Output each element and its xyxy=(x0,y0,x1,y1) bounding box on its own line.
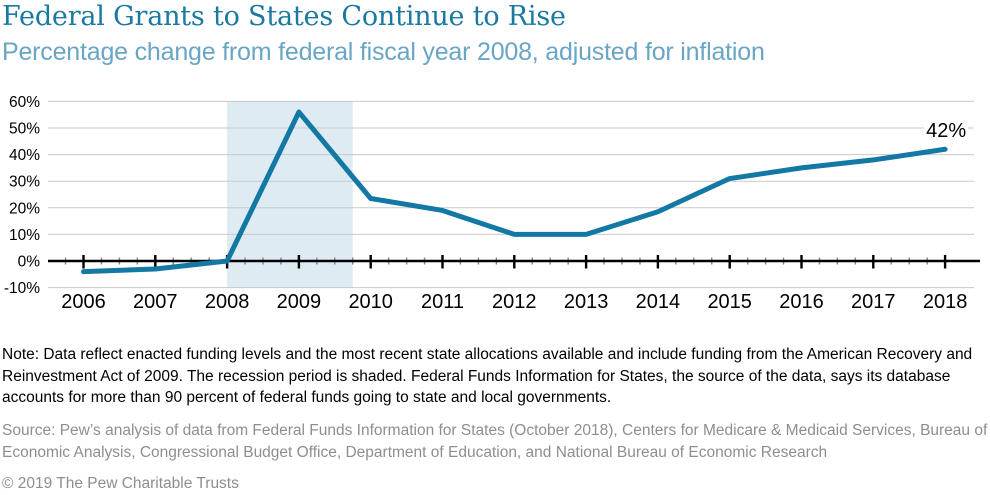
y-tick-label: 50% xyxy=(9,121,40,138)
line-chart: 60% 50% 40% 30% 20% 10% 0% -10% 2006 2007 2008 2009… xyxy=(0,88,990,323)
x-tick-label: 2017 xyxy=(851,291,896,313)
y-tick-label: 60% xyxy=(9,94,40,111)
x-tick-label: 2014 xyxy=(636,291,681,313)
x-tick-label: 2016 xyxy=(779,291,824,313)
chart-title: Federal Grants to States Continue to Ris… xyxy=(2,1,566,32)
y-tick-label: 30% xyxy=(9,174,40,191)
x-tick-label: 2009 xyxy=(277,291,322,313)
end-label-background xyxy=(924,118,969,142)
x-tick-label: 2011 xyxy=(421,291,464,313)
x-tick-label: 2013 xyxy=(564,291,609,313)
chart-canvas: 60% 50% 40% 30% 20% 10% 0% -10% 2006 2007 2008 2009… xyxy=(4,94,980,313)
chart-subtitle: Percentage change from federal fiscal ye… xyxy=(2,38,765,66)
x-tick-label: 2006 xyxy=(61,291,106,313)
y-tick-label: -10% xyxy=(4,280,40,297)
data-line xyxy=(81,109,948,275)
x-tick-label: 2018 xyxy=(923,291,968,313)
x-tick-label: 2012 xyxy=(492,291,537,313)
note-text: Note: Data reflect enacted funding level… xyxy=(2,346,973,406)
x-tick-label: 2007 xyxy=(133,291,178,313)
x-tick-label: 2015 xyxy=(707,291,752,313)
end-value-label: 42% xyxy=(926,120,966,142)
x-tick-label: 2008 xyxy=(205,291,250,313)
y-tick-label: 40% xyxy=(9,147,40,164)
y-tick-label: 0% xyxy=(18,254,41,271)
y-tick-label: 20% xyxy=(9,200,40,217)
y-tick-label: 10% xyxy=(9,227,40,244)
copyright-text: © 2019 The Pew Charitable Trusts xyxy=(2,475,239,492)
x-tick-label: 2010 xyxy=(348,291,393,313)
source-text: Source: Pew’s analysis of data from Fede… xyxy=(2,422,988,461)
